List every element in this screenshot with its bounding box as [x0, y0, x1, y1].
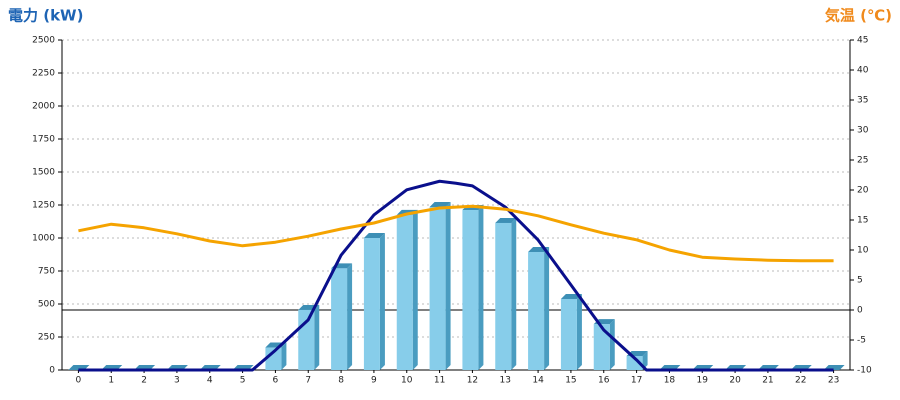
x-tick-label: 8 [338, 376, 344, 386]
bar [331, 268, 348, 370]
y2-tick-label: 30 [857, 126, 869, 136]
y2-tick-label: 35 [857, 96, 868, 106]
y-tick-label: 0 [49, 366, 55, 376]
bar-side [281, 342, 287, 370]
bar [560, 298, 577, 370]
line [78, 179, 834, 372]
x-tick-label: 14 [532, 376, 544, 386]
bar-side [576, 293, 582, 370]
bar-side [412, 209, 418, 370]
bar-side [347, 263, 353, 370]
bar [396, 214, 413, 370]
y2-tick-label: 0 [857, 306, 863, 316]
y-tick-label: 1250 [32, 201, 55, 211]
x-tick-label: 1 [108, 376, 114, 386]
y2-tick-label: 15 [857, 216, 868, 226]
right-axis-title: 気温 (℃) [825, 7, 892, 25]
x-tick-label: 11 [434, 376, 445, 386]
x-tick-label: 0 [76, 376, 82, 386]
y-tick-label: 1500 [32, 168, 55, 178]
bar-side [379, 233, 385, 370]
bar-side [314, 304, 320, 370]
bar-side [478, 205, 484, 370]
bar [265, 347, 282, 370]
y-tick-label: 1000 [32, 234, 55, 244]
y2-tick-label: 45 [857, 36, 868, 46]
bar-top [429, 201, 451, 207]
bar [528, 251, 545, 370]
x-tick-label: 5 [240, 376, 246, 386]
x-tick-label: 20 [729, 376, 741, 386]
y2-tick-label: -10 [857, 366, 872, 376]
x-tick-label: 16 [598, 376, 610, 386]
x-tick-label: 6 [273, 376, 279, 386]
x-tick-label: 21 [762, 376, 773, 386]
x-tick-label: 17 [631, 376, 642, 386]
bar-side [609, 319, 615, 370]
x-tick-label: 7 [305, 376, 311, 386]
x-tick-label: 10 [401, 376, 413, 386]
y-tick-label: 2500 [32, 36, 55, 46]
left-axis-title: 電力 (kW) [8, 7, 83, 25]
x-tick-label: 23 [828, 376, 839, 386]
x-tick-label: 22 [795, 376, 806, 386]
bar-side [511, 217, 517, 370]
bar [626, 356, 643, 370]
x-tick-label: 4 [207, 376, 213, 386]
x-tick-label: 15 [565, 376, 576, 386]
y-tick-label: 1750 [32, 135, 55, 145]
y2-tick-label: -5 [857, 336, 866, 346]
line [78, 204, 834, 263]
y2-tick-label: 40 [857, 66, 869, 76]
bar [363, 238, 380, 370]
bar [298, 309, 315, 370]
y2-tick-label: 25 [857, 156, 868, 166]
bar [495, 222, 512, 370]
y-tick-label: 750 [38, 267, 55, 277]
y2-tick-label: 5 [857, 276, 863, 286]
y-tick-label: 2000 [32, 102, 55, 112]
y-tick-label: 500 [38, 300, 55, 310]
y2-tick-label: 10 [857, 246, 869, 256]
bar-side [544, 246, 550, 370]
x-tick-label: 19 [697, 376, 709, 386]
x-tick-label: 9 [371, 376, 377, 386]
bar [593, 324, 610, 370]
bar [462, 210, 479, 370]
x-tick-label: 2 [141, 376, 147, 386]
x-tick-label: 12 [467, 376, 478, 386]
y-tick-label: 2250 [32, 69, 55, 79]
x-tick-label: 18 [664, 376, 676, 386]
bar-top [363, 233, 385, 238]
bar-top [495, 217, 517, 223]
x-tick-label: 13 [500, 376, 511, 386]
bar-side [445, 201, 451, 370]
bar [429, 206, 446, 370]
x-tick-label: 3 [174, 376, 180, 386]
y-tick-label: 250 [38, 333, 55, 343]
y2-tick-label: 20 [857, 186, 869, 196]
